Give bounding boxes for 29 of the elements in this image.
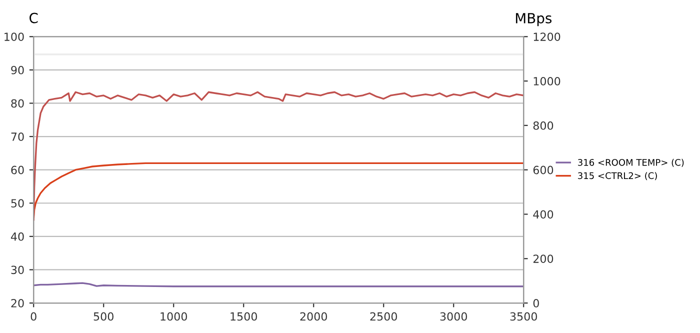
y2-tick-label: 1000 (534, 77, 560, 86)
y-tick-label: 100 (4, 32, 24, 42)
y-tick-label: 70 (11, 132, 24, 141)
y-tick-label: 90 (11, 66, 24, 74)
y2-tick-label: 0 (533, 299, 539, 308)
x-tick-label: 2500 (370, 312, 397, 321)
legend-label: 315 <CTRL2> (C) (578, 172, 657, 180)
legend-label: 316 <ROOM TEMP> (C) (578, 158, 684, 167)
y2-tick-label: 600 (533, 166, 554, 174)
x-tick-label: 500 (94, 312, 114, 321)
y2-tick-label: 800 (533, 121, 554, 130)
y-tick-label: 80 (11, 99, 24, 108)
x-tick-label: 3500 (510, 312, 537, 321)
y2-tick-label: 1200 (534, 32, 560, 42)
y-axis-title: C (30, 12, 38, 24)
y-tick-label: 20 (11, 299, 24, 308)
x-tick-label: 2000 (300, 312, 327, 321)
y-tick-label: 50 (11, 199, 24, 208)
y2-axis-title: MBps (516, 13, 552, 26)
x-tick-label: 1000 (160, 312, 187, 321)
y2-tick-label: 200 (533, 254, 554, 264)
x-tick-label: 0 (30, 312, 36, 321)
y2-tick-label: 400 (533, 210, 554, 219)
y-tick-label: 30 (11, 266, 24, 274)
line-series (34, 91, 524, 221)
y-tick-label: 40 (10, 232, 24, 241)
x-tick-label: 3000 (440, 312, 467, 321)
x-tick-label: 1500 (230, 312, 257, 321)
y-tick-label: 60 (11, 166, 24, 174)
